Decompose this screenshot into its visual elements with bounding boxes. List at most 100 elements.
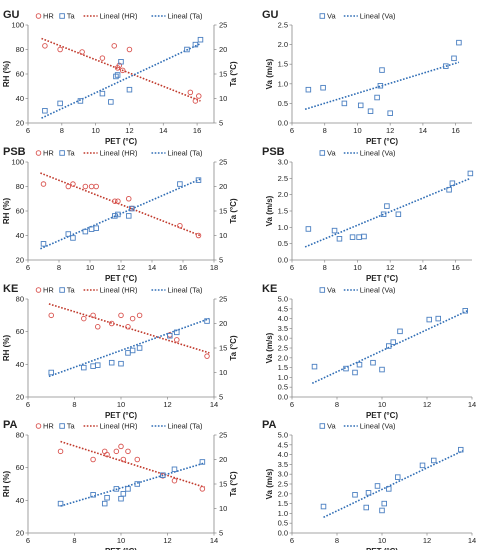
legend-item: Ta	[59, 12, 76, 21]
data-point-va	[397, 328, 403, 335]
y2-tick-label: 10	[219, 94, 227, 103]
y2-axis-label: Ta (°C)	[229, 198, 238, 224]
data-point-ta	[204, 318, 210, 324]
x-tick-label: 12	[423, 400, 431, 409]
y-axis-label: Va (m/s)	[265, 468, 274, 499]
trend-line-linealta	[60, 462, 205, 507]
legend-item: HR	[35, 422, 54, 431]
x-tick-label: 10	[91, 126, 99, 135]
data-point-ta	[112, 213, 118, 219]
data-point-va	[379, 507, 385, 514]
trend-line-linealta	[41, 42, 201, 119]
data-point-ta	[57, 500, 64, 507]
legend-square-swatch	[59, 287, 65, 293]
data-point-hr	[113, 448, 120, 455]
data-point-va	[443, 63, 449, 69]
y2-tick-label: 5	[219, 119, 223, 128]
y2-tick-label: 15	[219, 480, 227, 489]
data-point-va	[431, 457, 437, 464]
x-axis-label: PET (°C)	[366, 137, 398, 146]
legend-item: Lineal (Ta)	[151, 422, 204, 431]
x-tick-label: 6	[26, 263, 30, 272]
x-axis-label: PET (°C)	[366, 274, 398, 283]
data-point-ta	[197, 36, 204, 43]
panel-title: PSB	[3, 146, 26, 158]
data-point-va	[305, 86, 312, 93]
data-point-va	[387, 110, 393, 116]
data-point-hr	[174, 337, 180, 343]
data-point-hr	[125, 195, 132, 202]
y-tick-label: 4.0	[278, 314, 288, 323]
data-point-ta	[120, 491, 127, 497]
legend-item: Va	[319, 422, 336, 431]
x-axis-label: PET (°C)	[366, 547, 398, 550]
y-tick-label: 4.5	[278, 440, 288, 449]
y-tick-label: 5.0	[278, 295, 288, 304]
data-point-va	[435, 315, 442, 322]
y-axis-label: Va (m/s)	[265, 58, 274, 89]
y-tick-label: 20	[16, 256, 24, 265]
chart-panel-gu-left: GU 6 8 10 12 14 16 20 40 60 80 100 5 10 15 20 25 PET (°C)…	[2, 9, 238, 146]
x-tick-label: 8	[335, 536, 339, 545]
y-tick-label: 2.0	[278, 353, 288, 362]
legend-label: Lineal (Ta)	[168, 422, 204, 431]
data-point-va	[352, 492, 358, 498]
x-axis-label: PET (°C)	[105, 137, 137, 146]
y-tick-label: 60	[16, 327, 24, 336]
legend-label: HR	[43, 422, 54, 431]
x-tick-label: 8	[57, 263, 61, 272]
y-tick-label: 3.0	[278, 334, 288, 343]
x-tick-label: 12	[386, 126, 394, 135]
y-axis-label: RH (%)	[2, 198, 11, 225]
data-point-va	[331, 227, 338, 234]
x-tick-label: 10	[86, 263, 94, 272]
data-point-ta	[104, 494, 110, 501]
x-tick-label: 12	[163, 400, 171, 409]
x-tick-label: 6	[26, 536, 30, 545]
y-tick-label: 40	[16, 360, 24, 369]
x-tick-label: 10	[378, 536, 386, 545]
x-tick-label: 10	[353, 126, 361, 135]
data-point-hr	[104, 451, 110, 458]
data-point-ta	[81, 364, 87, 371]
y-tick-label: 60	[16, 70, 24, 79]
data-point-hr	[90, 312, 96, 319]
legend-item: Lineal (Va)	[343, 422, 396, 431]
data-point-ta	[115, 211, 121, 218]
x-tick-label: 12	[163, 536, 171, 545]
legend-item: Lineal (Ta)	[151, 286, 203, 295]
legend-circle-swatch	[35, 13, 42, 19]
legend-item: Lineal (HR)	[83, 422, 138, 431]
x-tick-label: 14	[468, 400, 476, 409]
y-tick-label: 60	[16, 207, 24, 216]
x-tick-label: 12	[386, 263, 394, 272]
panel-title: PA	[3, 419, 18, 431]
legend-item: Ta	[59, 149, 76, 158]
data-point-hr	[82, 183, 89, 190]
trend-line-linealhr	[41, 37, 201, 102]
data-point-va	[456, 39, 462, 46]
y-axis-label: Va (m/s)	[265, 332, 274, 363]
y2-tick-label: 15	[219, 70, 227, 79]
legend-item: Va	[319, 286, 336, 295]
data-point-hr	[112, 198, 118, 204]
y-tick-label: 80	[16, 45, 24, 54]
data-point-hr	[42, 43, 48, 49]
data-point-va	[462, 308, 469, 314]
y-axis-label: RH (%)	[2, 335, 11, 362]
data-point-ta	[118, 59, 124, 65]
x-tick-label: 10	[378, 400, 386, 409]
y-tick-label: 80	[16, 431, 24, 440]
data-point-ta	[129, 205, 135, 212]
data-point-va	[370, 359, 376, 366]
x-tick-label: 14	[159, 126, 167, 135]
data-point-ta	[192, 41, 199, 48]
legend-label: HR	[43, 286, 54, 295]
x-tick-label: 14	[210, 536, 218, 545]
y2-tick-label: 20	[219, 455, 227, 464]
y-tick-label: 0.5	[278, 519, 288, 528]
data-point-va	[419, 462, 426, 469]
y2-tick-label: 5	[219, 529, 223, 538]
data-point-va	[386, 343, 392, 349]
data-point-ta	[125, 350, 131, 356]
